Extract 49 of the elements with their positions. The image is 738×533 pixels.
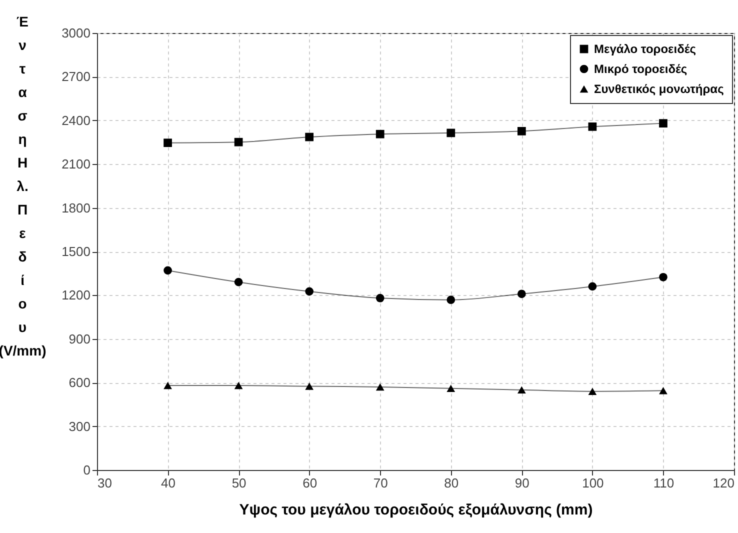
point (446, 384, 456, 392)
point (376, 130, 384, 138)
x-tick-label: 70 (373, 476, 388, 490)
point (446, 128, 456, 138)
y-tick-label: 2100 (62, 156, 90, 172)
x-tick-label: 40 (161, 476, 176, 490)
y-tick-label: 1200 (62, 288, 90, 303)
point (588, 122, 597, 131)
point (588, 282, 597, 291)
legend-label: Μεγάλο τοροειδές (594, 42, 696, 56)
point (517, 290, 526, 298)
y-tick-label: 1800 (62, 200, 90, 216)
point (659, 386, 668, 394)
point (305, 132, 314, 142)
y-tick-label: 900 (68, 331, 90, 346)
y-tick-label: 2400 (62, 112, 90, 128)
x-tick-label: 30 (98, 476, 112, 490)
point (164, 382, 172, 390)
point (588, 388, 597, 395)
point (446, 296, 456, 304)
point (305, 382, 314, 390)
point (517, 126, 526, 136)
point (659, 272, 668, 282)
y-tick-label: 0 (83, 462, 90, 478)
x-tick-label: 60 (302, 476, 318, 490)
legend-label: Συνθετικός μονωτήρας (594, 82, 724, 96)
point (376, 383, 384, 391)
y-tick-label: 2700 (62, 69, 90, 84)
point (305, 287, 314, 296)
point (164, 266, 172, 275)
x-tick-label: 120 (712, 476, 734, 490)
point (234, 138, 243, 146)
point (234, 382, 243, 390)
x-tick-label: 100 (582, 476, 604, 490)
x-tick-label: 90 (514, 476, 530, 490)
point (659, 119, 668, 128)
legend-label: Μικρό τοροειδές (594, 62, 688, 76)
x-axis-title: Υψος του μεγάλου τοροειδούς εξομάλυνσης (mm) (239, 502, 593, 518)
point (234, 278, 243, 286)
x-tick-label: 50 (232, 476, 246, 490)
x-tick-label: 80 (444, 476, 459, 490)
point (517, 386, 526, 394)
y-tick-label: 600 (68, 375, 90, 390)
x-tick-label: 110 (653, 476, 674, 490)
y-tick-label: 1500 (62, 244, 90, 259)
y-tick-label: 300 (68, 418, 90, 434)
point (376, 294, 384, 302)
point (164, 138, 172, 148)
y-tick-label: 3000 (62, 26, 90, 40)
